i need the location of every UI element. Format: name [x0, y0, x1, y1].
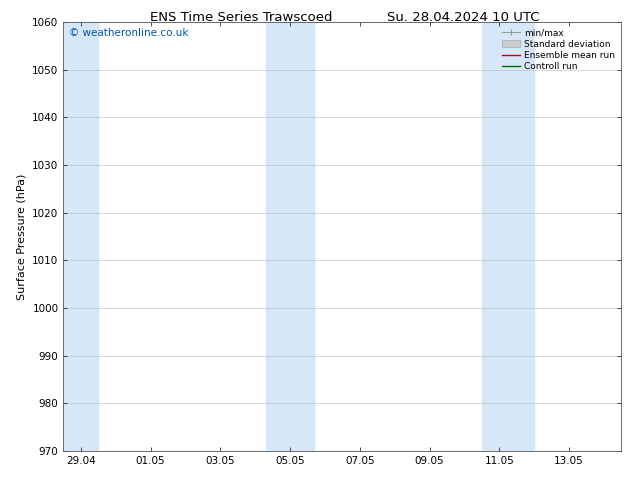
Text: ENS Time Series Trawscoed: ENS Time Series Trawscoed — [150, 11, 332, 24]
Bar — [63, 22, 98, 451]
Text: Su. 28.04.2024 10 UTC: Su. 28.04.2024 10 UTC — [387, 11, 539, 24]
Bar — [266, 22, 314, 451]
Legend: min/max, Standard deviation, Ensemble mean run, Controll run: min/max, Standard deviation, Ensemble me… — [500, 26, 617, 73]
Bar — [482, 22, 534, 451]
Y-axis label: Surface Pressure (hPa): Surface Pressure (hPa) — [16, 173, 27, 299]
Text: © weatheronline.co.uk: © weatheronline.co.uk — [69, 28, 188, 39]
